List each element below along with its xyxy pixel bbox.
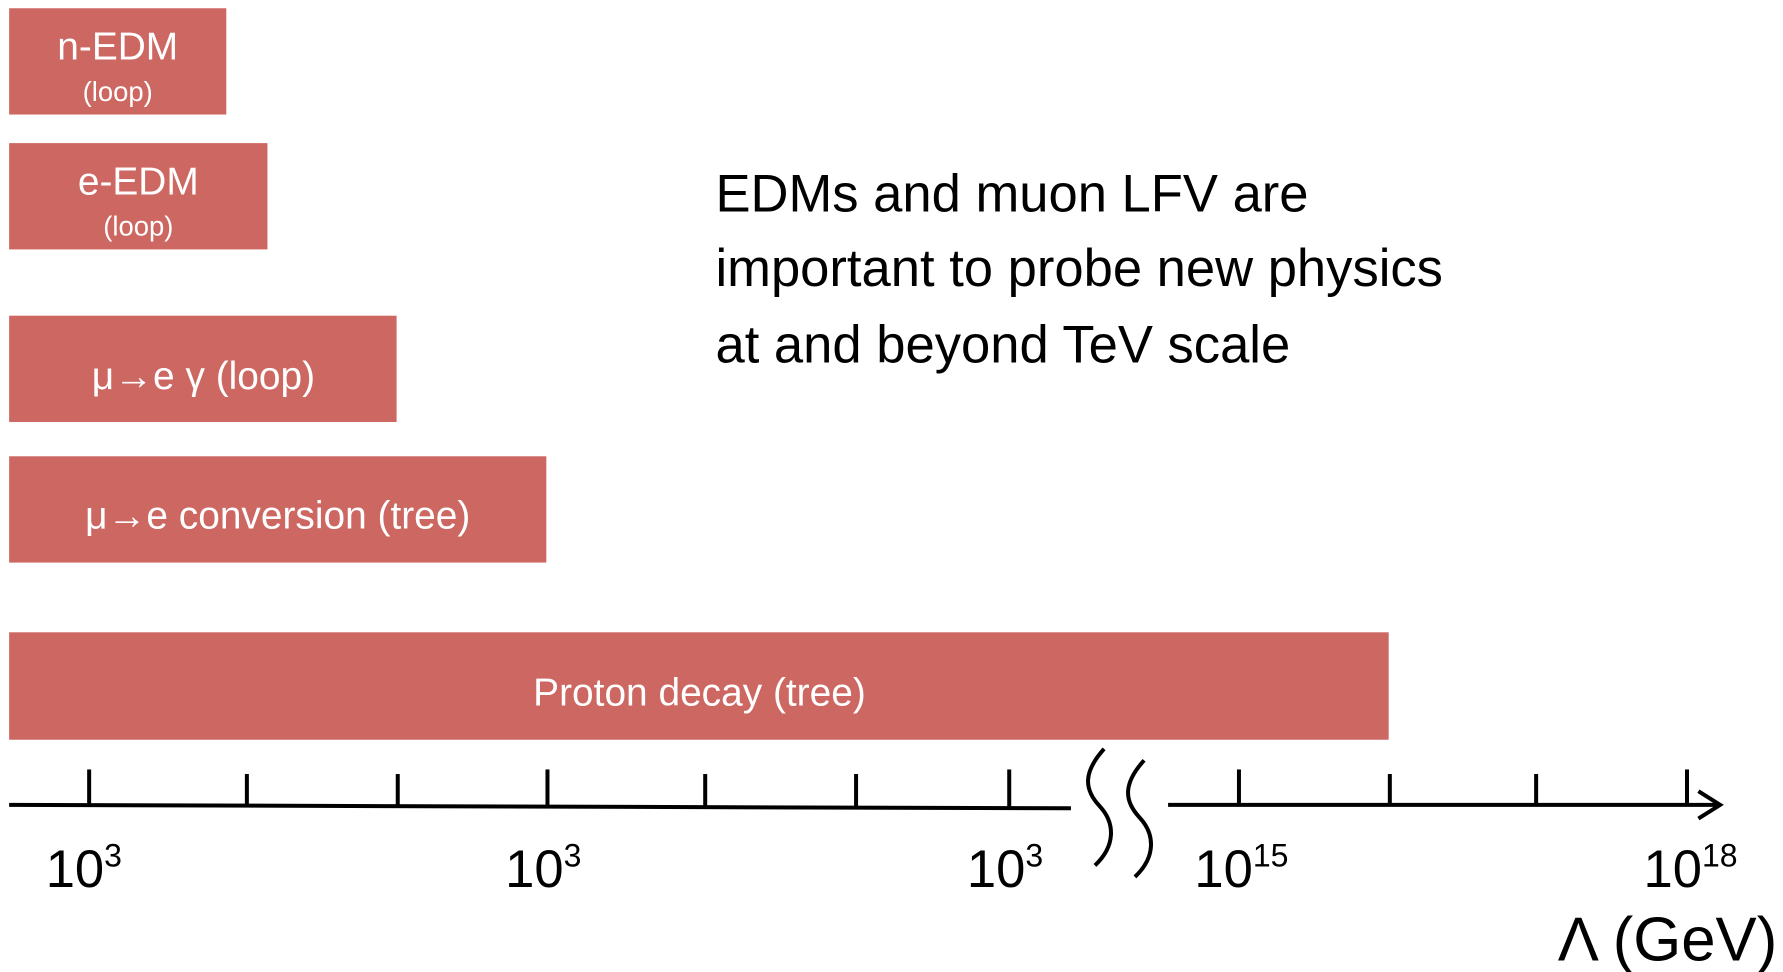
process-label: μ→e γ (loop) (92, 355, 315, 398)
process-box (9, 315, 397, 422)
axis-break (1086, 747, 1113, 867)
statement-line: important to probe new physics (715, 239, 1442, 298)
process-sublabel: (loop) (83, 76, 153, 107)
statement-line: EDMs and muon LFV are (715, 165, 1308, 224)
process-sublabel: (loop) (103, 211, 173, 242)
axis (9, 747, 1724, 879)
tick-label: 103 (505, 838, 581, 900)
process-box (9, 143, 268, 250)
process-box (9, 456, 547, 563)
process-label: Proton decay (tree) (533, 671, 866, 714)
tick-label: 1015 (1194, 838, 1288, 900)
axis-break (1126, 758, 1153, 879)
process-label: μ→e conversion (tree) (85, 494, 470, 537)
axis-arrow (1697, 789, 1724, 821)
process-box (9, 632, 1389, 740)
process-box (9, 8, 227, 115)
tick-label: 1018 (1644, 838, 1738, 900)
statement-line: at and beyond TeV scale (715, 316, 1290, 375)
axis-line (9, 802, 1071, 811)
ticks (87, 769, 1012, 809)
process-label: n-EDM (57, 26, 178, 69)
tick-label: 103 (46, 838, 122, 900)
process-label: e-EDM (78, 161, 199, 204)
tick-label: 103 (967, 838, 1043, 900)
axis-title: Λ (GeV) (1558, 905, 1778, 972)
